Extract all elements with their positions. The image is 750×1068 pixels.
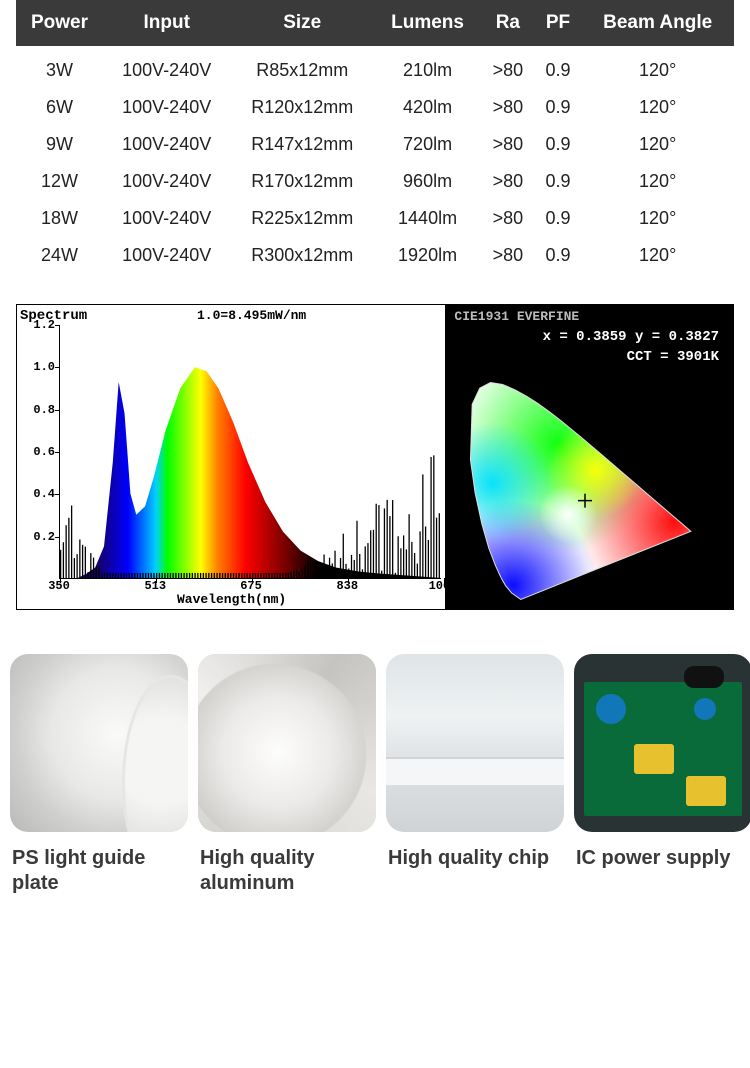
- table-cell: 120°: [581, 46, 734, 89]
- table-cell: 12W: [16, 163, 103, 200]
- table-cell: 1920lm: [374, 237, 481, 274]
- feature-high-quality-aluminum: High quality aluminum: [198, 654, 376, 896]
- table-row: 6W100V-240VR120x12mm420lm>800.9120°: [16, 89, 734, 126]
- table-row: 9W100V-240VR147x12mm720lm>800.9120°: [16, 126, 734, 163]
- feature-label: PS light guide plate: [10, 846, 188, 896]
- table-cell: 420lm: [374, 89, 481, 126]
- table-cell: >80: [481, 89, 535, 126]
- specs-table: Power Input Size Lumens Ra PF Beam Angle…: [16, 0, 734, 274]
- col-input: Input: [103, 0, 230, 46]
- specs-table-body: 3W100V-240VR85x12mm210lm>800.9120°6W100V…: [16, 46, 734, 274]
- table-cell: 100V-240V: [103, 46, 230, 89]
- col-pf: PF: [535, 0, 582, 46]
- col-beam-angle: Beam Angle: [581, 0, 734, 46]
- y-tick-label: 0.4: [33, 487, 55, 501]
- table-cell: 0.9: [535, 200, 582, 237]
- table-cell: 9W: [16, 126, 103, 163]
- spectrum-header: 1.0=8.495mW/nm: [197, 308, 306, 323]
- x-tick-label: 350: [48, 579, 70, 593]
- table-cell: 100V-240V: [103, 200, 230, 237]
- table-cell: 100V-240V: [103, 126, 230, 163]
- feature-ps-light-guide-plate: PS light guide plate: [10, 654, 188, 896]
- charts-panel: Spectrum 1.0=8.495mW/nm Wavelength(nm) 0…: [16, 304, 734, 610]
- table-cell: 0.9: [535, 89, 582, 126]
- cie-chart: CIE1931 EVERFINE x = 0.3859 y = 0.3827 C…: [446, 305, 733, 609]
- feature-high-quality-chip: High quality chip: [386, 654, 564, 896]
- table-cell: >80: [481, 163, 535, 200]
- y-tick-label: 1.2: [33, 318, 55, 332]
- table-cell: 100V-240V: [103, 237, 230, 274]
- features-row: PS light guide plateHigh quality aluminu…: [10, 654, 740, 896]
- col-ra: Ra: [481, 0, 535, 46]
- table-cell: 18W: [16, 200, 103, 237]
- table-cell: 1440lm: [374, 200, 481, 237]
- table-cell: 120°: [581, 89, 734, 126]
- table-cell: R170x12mm: [230, 163, 374, 200]
- feature-image: [574, 654, 750, 832]
- table-cell: >80: [481, 46, 535, 89]
- feature-image: [198, 654, 376, 832]
- table-cell: >80: [481, 237, 535, 274]
- table-cell: 960lm: [374, 163, 481, 200]
- table-cell: 0.9: [535, 46, 582, 89]
- table-row: 24W100V-240VR300x12mm1920lm>800.9120°: [16, 237, 734, 274]
- table-cell: 120°: [581, 200, 734, 237]
- table-cell: R147x12mm: [230, 126, 374, 163]
- col-power: Power: [16, 0, 103, 46]
- table-cell: 0.9: [535, 126, 582, 163]
- table-row: 3W100V-240VR85x12mm210lm>800.9120°: [16, 46, 734, 89]
- table-cell: 210lm: [374, 46, 481, 89]
- specs-table-head: Power Input Size Lumens Ra PF Beam Angle: [16, 0, 734, 46]
- table-cell: 720lm: [374, 126, 481, 163]
- table-cell: R85x12mm: [230, 46, 374, 89]
- x-tick-label: 838: [336, 579, 358, 593]
- col-lumens: Lumens: [374, 0, 481, 46]
- col-size: Size: [230, 0, 374, 46]
- y-tick-label: 0.2: [33, 530, 55, 544]
- table-cell: >80: [481, 126, 535, 163]
- table-cell: 0.9: [535, 163, 582, 200]
- spectrum-chart: Spectrum 1.0=8.495mW/nm Wavelength(nm) 0…: [17, 305, 446, 609]
- table-row: 12W100V-240VR170x12mm960lm>800.9120°: [16, 163, 734, 200]
- table-cell: 24W: [16, 237, 103, 274]
- table-cell: 100V-240V: [103, 89, 230, 126]
- y-tick-label: 0.6: [33, 445, 55, 459]
- x-tick-label: 513: [144, 579, 166, 593]
- table-cell: R120x12mm: [230, 89, 374, 126]
- table-row: 18W100V-240VR225x12mm1440lm>800.9120°: [16, 200, 734, 237]
- table-cell: 0.9: [535, 237, 582, 274]
- feature-label: High quality aluminum: [198, 846, 376, 896]
- table-cell: 120°: [581, 237, 734, 274]
- feature-image: [386, 654, 564, 832]
- y-tick-label: 0.8: [33, 403, 55, 417]
- feature-ic-power-supply: IC power supply: [574, 654, 750, 896]
- table-cell: R225x12mm: [230, 200, 374, 237]
- table-cell: 3W: [16, 46, 103, 89]
- x-tick-label: 675: [240, 579, 262, 593]
- table-cell: >80: [481, 200, 535, 237]
- spectrum-plot-area: [59, 325, 441, 579]
- spectrum-y-axis: 0.20.40.60.81.01.2: [17, 325, 59, 579]
- y-tick-label: 1.0: [33, 360, 55, 374]
- table-cell: R300x12mm: [230, 237, 374, 274]
- table-cell: 100V-240V: [103, 163, 230, 200]
- cie-diagram: [446, 305, 733, 609]
- feature-label: High quality chip: [386, 846, 564, 871]
- feature-label: IC power supply: [574, 846, 750, 871]
- table-cell: 6W: [16, 89, 103, 126]
- spectrum-x-axis: 3505136758381000: [59, 579, 441, 595]
- feature-image: [10, 654, 188, 832]
- table-cell: 120°: [581, 126, 734, 163]
- table-cell: 120°: [581, 163, 734, 200]
